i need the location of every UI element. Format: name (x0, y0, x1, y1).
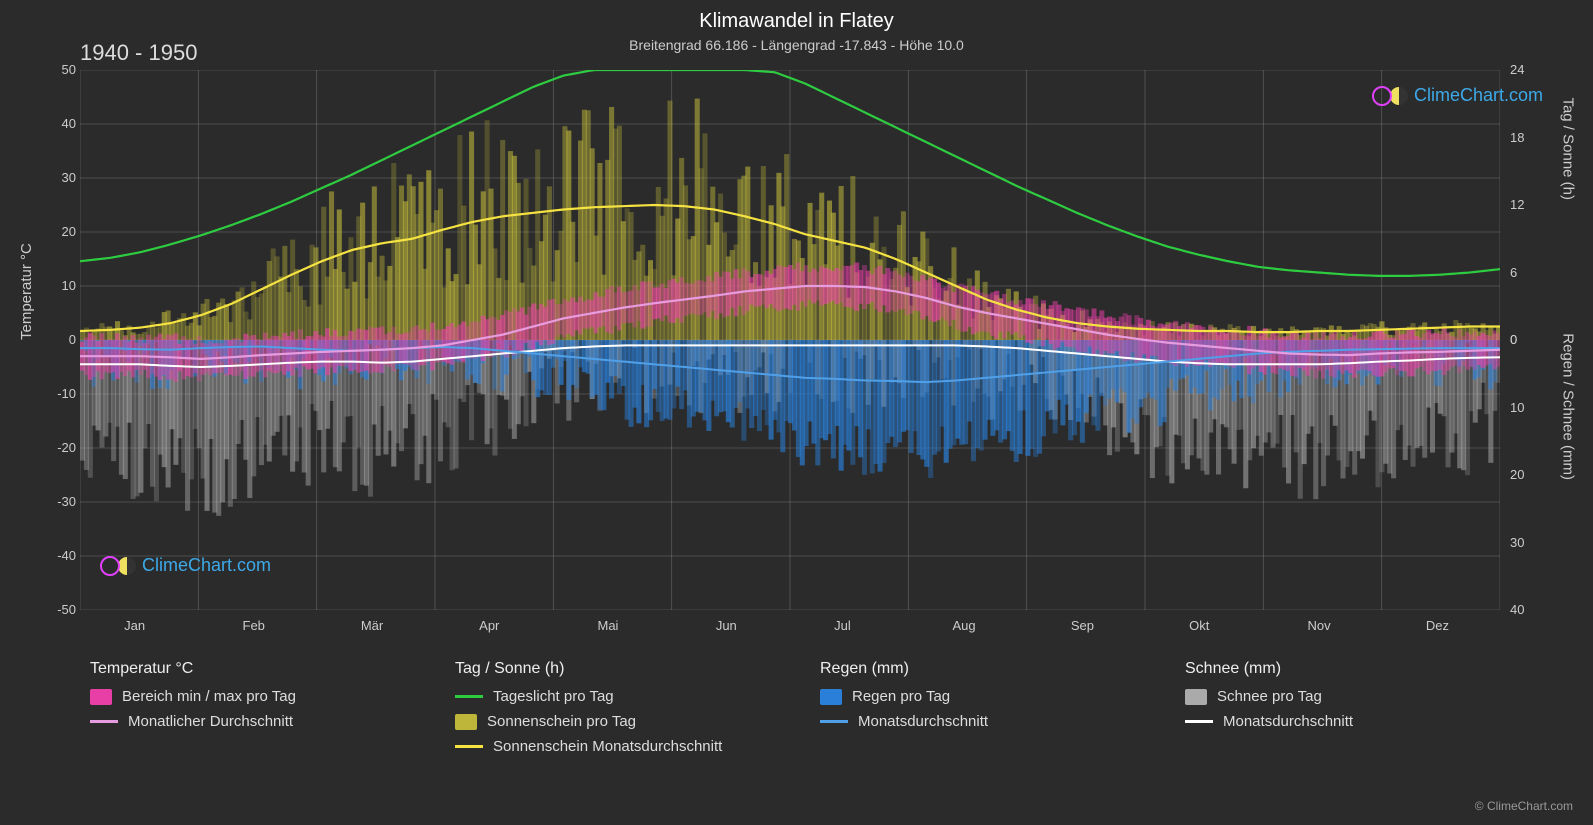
tick-month: Dez (1426, 618, 1449, 633)
legend-swatch (1185, 689, 1207, 705)
chart-container: Klimawandel in Flatey Breitengrad 66.186… (0, 0, 1593, 825)
legend-item: Sonnenschein Monatsdurchschnitt (455, 738, 780, 755)
legend-label: Monatsdurchschnitt (1223, 713, 1353, 730)
tick-right-precip: 40 (1510, 602, 1524, 617)
legend-label: Monatlicher Durchschnitt (128, 713, 293, 730)
tick-month: Sep (1071, 618, 1094, 633)
tick-month: Mai (598, 618, 619, 633)
legend-header: Temperatur °C (90, 660, 415, 678)
legend-item: Monatsdurchschnitt (820, 713, 1145, 730)
legend-group: Schnee (mm) Schnee pro Tag Monatsdurchschn… (1185, 660, 1510, 763)
y-axis-left-label: Temperatur °C (18, 243, 35, 340)
legend-swatch (455, 745, 483, 748)
legend-label: Bereich min / max pro Tag (122, 688, 296, 705)
logo-bottom: ClimeChart.com (100, 555, 271, 576)
legend-swatch (90, 689, 112, 705)
tick-left: 20 (46, 224, 76, 239)
legend-swatch (455, 714, 477, 730)
tick-right-precip: 0 (1510, 332, 1517, 347)
tick-left: 40 (46, 116, 76, 131)
legend-item: Bereich min / max pro Tag (90, 688, 415, 705)
tick-left: -50 (46, 602, 76, 617)
logo-top: ClimeChart.com (1372, 85, 1543, 106)
tick-month: Nov (1308, 618, 1331, 633)
tick-left: -40 (46, 548, 76, 563)
legend-swatch (455, 695, 483, 698)
logo-text: ClimeChart.com (142, 555, 271, 576)
legend-header: Regen (mm) (820, 660, 1145, 678)
legend-swatch (1185, 720, 1213, 723)
chart-title: Klimawandel in Flatey (0, 0, 1593, 33)
legend-header: Schnee (mm) (1185, 660, 1510, 678)
tick-left: -20 (46, 440, 76, 455)
legend-label: Sonnenschein pro Tag (487, 713, 636, 730)
legend-header: Tag / Sonne (h) (455, 660, 780, 678)
legend-label: Sonnenschein Monatsdurchschnitt (493, 738, 722, 755)
tick-month: Aug (953, 618, 976, 633)
tick-right-hours: 6 (1510, 265, 1517, 280)
legend-item: Tageslicht pro Tag (455, 688, 780, 705)
tick-month: Jun (716, 618, 737, 633)
tick-left: 10 (46, 278, 76, 293)
legend-swatch (820, 720, 848, 723)
tick-right-hours: 24 (1510, 62, 1524, 77)
logo-c-icon (1372, 86, 1392, 106)
period-label: 1940 - 1950 (80, 40, 197, 66)
legend-label: Monatsdurchschnitt (858, 713, 988, 730)
legend-swatch (820, 689, 842, 705)
tick-left: -30 (46, 494, 76, 509)
legend-label: Regen pro Tag (852, 688, 950, 705)
legend-item: Regen pro Tag (820, 688, 1145, 705)
legend-group: Tag / Sonne (h) Tageslicht pro Tag Sonnens… (455, 660, 780, 763)
y-axis-right-top-label: Tag / Sonne (h) (1560, 97, 1577, 200)
tick-month: Okt (1189, 618, 1209, 633)
tick-left: 50 (46, 62, 76, 77)
tick-month: Apr (479, 618, 499, 633)
legend: Temperatur °C Bereich min / max pro Tag Mo… (90, 660, 1510, 763)
tick-month: Mär (361, 618, 383, 633)
tick-left: -10 (46, 386, 76, 401)
tick-month: Feb (243, 618, 265, 633)
tick-right-precip: 10 (1510, 400, 1524, 415)
y-axis-right-bottom-label: Regen / Schnee (mm) (1560, 333, 1577, 480)
legend-group: Temperatur °C Bereich min / max pro Tag Mo… (90, 660, 415, 763)
tick-left: 30 (46, 170, 76, 185)
tick-month: Jan (124, 618, 145, 633)
tick-left: 0 (46, 332, 76, 347)
legend-item: Monatlicher Durchschnitt (90, 713, 415, 730)
copyright: © ClimeChart.com (1475, 799, 1573, 813)
logo-sun-icon (1390, 87, 1408, 105)
tick-right-precip: 20 (1510, 467, 1524, 482)
tick-right-hours: 12 (1510, 197, 1524, 212)
legend-label: Tageslicht pro Tag (493, 688, 614, 705)
logo-sun-icon (118, 557, 136, 575)
logo-c-icon (100, 556, 120, 576)
logo-text: ClimeChart.com (1414, 85, 1543, 106)
chart-subtitle: Breitengrad 66.186 - Längengrad -17.843 … (0, 37, 1593, 53)
legend-item: Sonnenschein pro Tag (455, 713, 780, 730)
legend-group: Regen (mm) Regen pro Tag Monatsdurchschnit… (820, 660, 1145, 763)
tick-right-hours: 18 (1510, 130, 1524, 145)
legend-swatch (90, 720, 118, 723)
legend-item: Monatsdurchschnitt (1185, 713, 1510, 730)
legend-item: Schnee pro Tag (1185, 688, 1510, 705)
legend-label: Schnee pro Tag (1217, 688, 1322, 705)
tick-right-precip: 30 (1510, 535, 1524, 550)
plot-area (80, 70, 1500, 610)
tick-month: Jul (834, 618, 851, 633)
chart-svg (80, 70, 1500, 610)
